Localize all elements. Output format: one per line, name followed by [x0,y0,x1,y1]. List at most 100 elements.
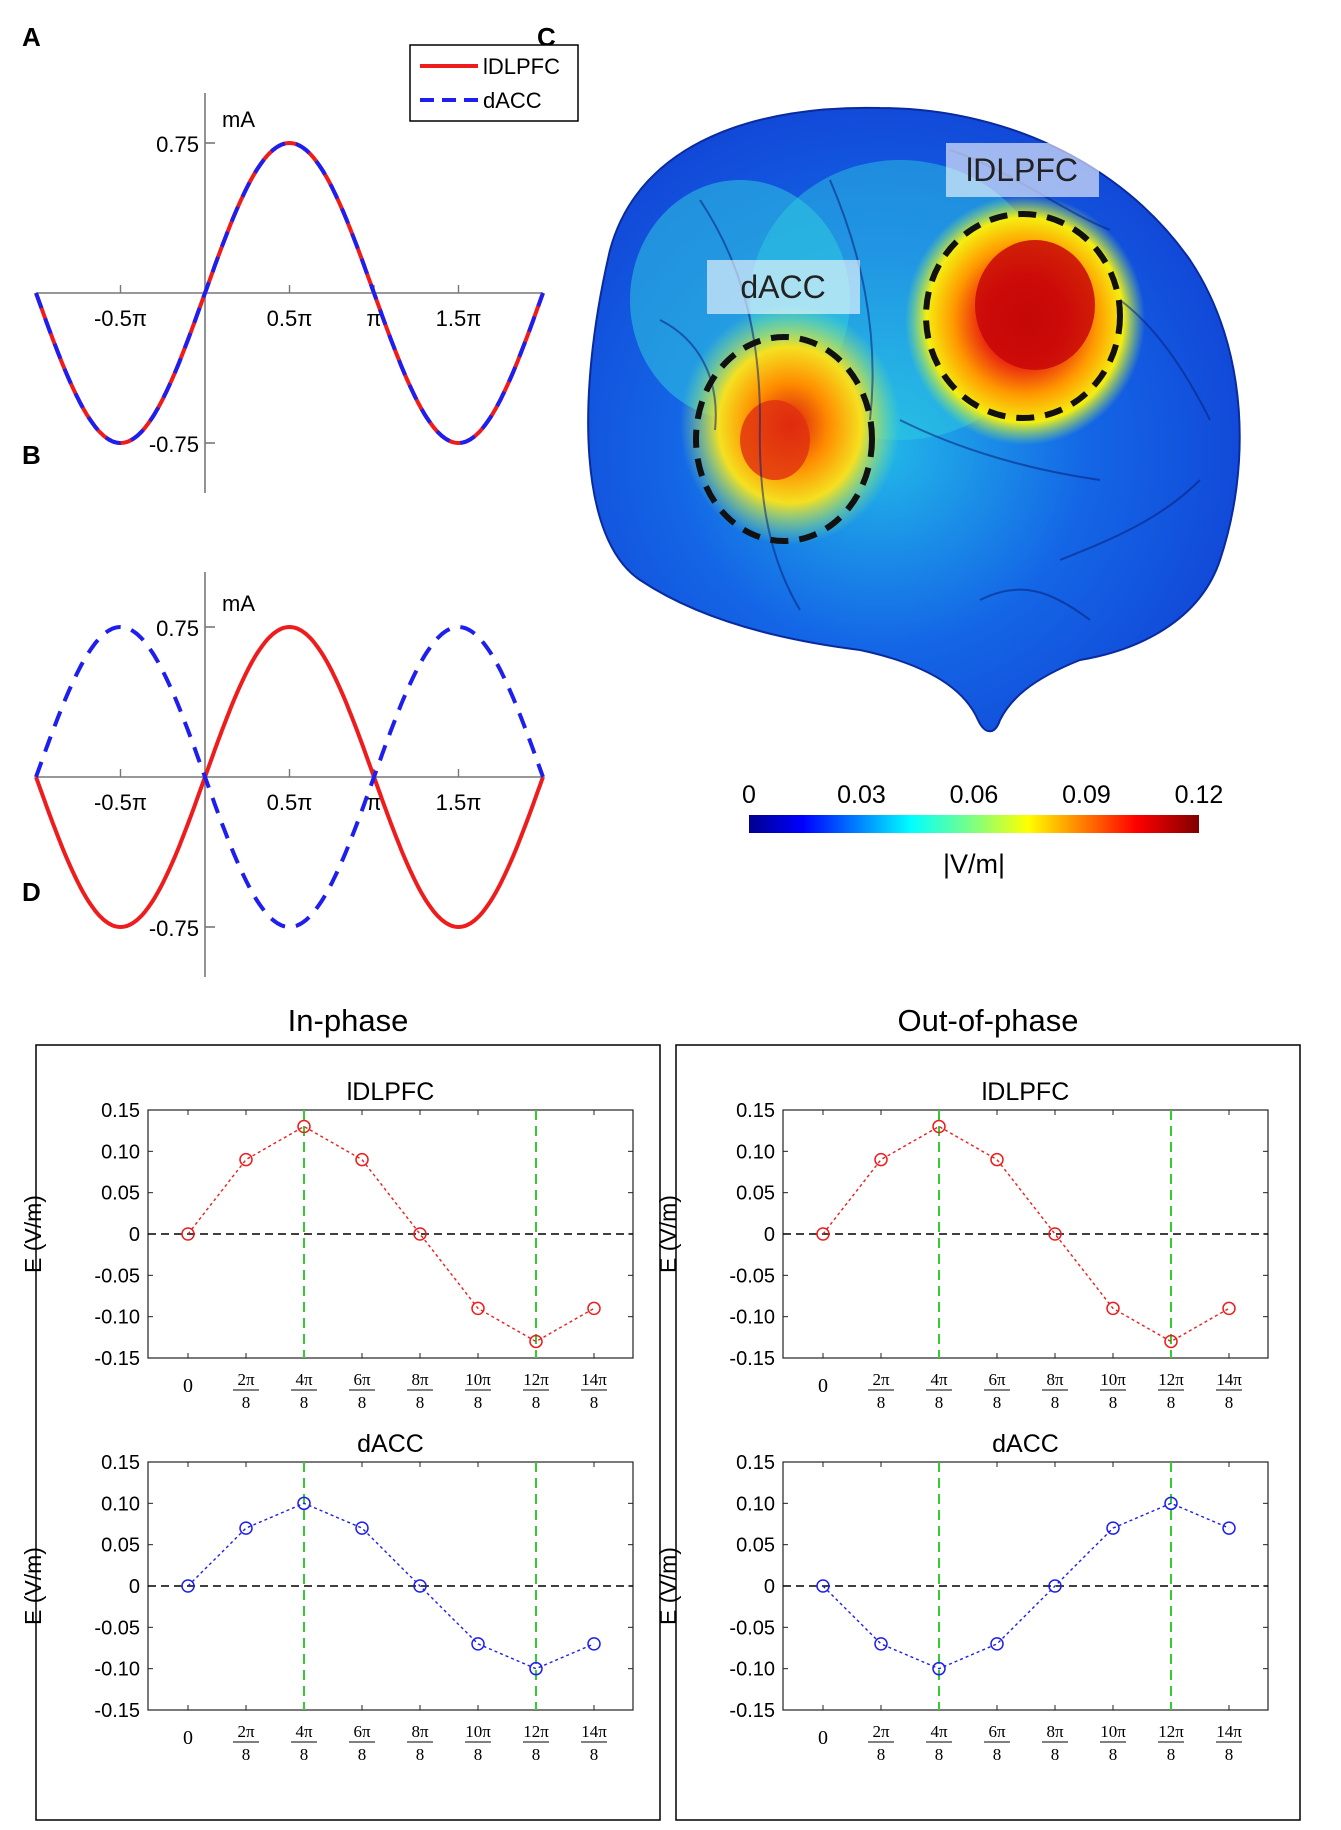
subplot-title: lDLPFC [347,1078,435,1106]
data-point [587,1637,601,1651]
y-tick-label: 0.05 [101,1183,140,1205]
x-tick-numerator: 12π [523,1370,549,1389]
data-point [413,1227,427,1241]
x-tick-label: 1.5π [436,306,482,331]
data-point [587,1301,601,1316]
colorbar-gradient [749,815,1199,833]
x-tick-numerator: 10π [1100,1722,1126,1741]
x-tick-denominator: 8 [1051,1745,1060,1764]
colorbar-label: |V/m| [943,849,1005,879]
x-tick-numerator: 14π [581,1722,607,1741]
data-point [1106,1521,1120,1535]
x-tick-denominator: 8 [358,1745,367,1764]
subplot-in-phase-dACC: dACC 0.15 0.10 0.05 0 -0.05 -0.10 -0.15 E (V/m) 0… [20,1430,634,1764]
x-tick-numerator: 10π [465,1370,491,1389]
y-tick-label: -0.10 [94,1307,140,1329]
data-point [297,1496,311,1511]
x-tick-numerator: 14π [1216,1722,1242,1741]
x-tick-numerator: 2π [872,1370,890,1389]
y-tick-label: 0.10 [736,1493,775,1515]
x-tick-label: 1.5π [436,790,482,815]
y-tick-label: 0.05 [736,1183,775,1205]
y-tick-label: -0.05 [729,1265,775,1287]
series-line-dACC [822,1502,1230,1670]
data-point [990,1637,1004,1651]
colorbar-tick-label: 0.09 [1062,781,1111,809]
series-line-dACC [187,1502,595,1670]
x-tick-denominator: 8 [416,1745,425,1764]
y-axis-unit-label: mA [222,591,255,616]
subplot-out-of-phase-lDLPFC: lDLPFC 0.15 0.10 0.05 0 -0.05 -0.10 -0.15 E (V/m… [655,1078,1269,1412]
data-point [874,1152,888,1167]
x-tick-numerator: 6π [988,1722,1006,1741]
x-tick-denominator: 8 [590,1393,599,1412]
data-point [1222,1521,1236,1535]
y-tick-label: -0.05 [94,1617,140,1639]
x-tick-numerator: 8π [1046,1722,1064,1741]
data-point [471,1637,485,1651]
x-tick-denominator: 8 [1225,1393,1234,1412]
brain-efield-map: lDLPFC dACC [587,106,1241,733]
y-tick-label: 0 [129,1224,140,1246]
subplot-title: lDLPFC [982,1078,1070,1106]
x-tick-label: 0 [183,1375,193,1397]
x-tick-label: -0.5π [94,790,147,815]
x-tick-denominator: 8 [300,1745,309,1764]
colorbar-tick-label: 0.06 [950,781,999,809]
x-tick-numerator: 2π [872,1722,890,1741]
data-point [355,1521,369,1535]
x-tick-numerator: 6π [353,1722,371,1741]
series-line-lDLPFC [34,624,545,930]
dACC-brain-label: dACC [740,269,825,305]
y-tick-label: 0.15 [736,1452,775,1474]
subplot-title: dACC [357,1430,424,1458]
x-tick-denominator: 8 [532,1393,541,1412]
data-point [1106,1301,1120,1316]
colorbar-tick-label: 0.03 [837,781,886,809]
x-tick-label: 0 [818,1727,828,1749]
data-point [529,1334,543,1349]
lDLPFC-brain-label: lDLPFC [966,152,1078,188]
x-tick-numerator: 10π [1100,1370,1126,1389]
y-tick-label: -0.10 [729,1307,775,1329]
lDLPFC-label-box [946,143,1099,197]
x-tick-label: π [366,306,381,331]
colorbar-tick-label: 0 [742,781,756,809]
series-line-dACC [34,624,545,930]
y-tick-label: -0.15 [94,1700,140,1722]
data-point [1164,1334,1178,1349]
x-tick-denominator: 8 [242,1745,251,1764]
subplot-in-phase-lDLPFC: lDLPFC 0.15 0.10 0.05 0 -0.05 -0.10 -0.15 E (V/m… [20,1078,634,1412]
x-tick-denominator: 8 [1109,1745,1118,1764]
data-point [990,1152,1004,1167]
x-tick-numerator: 4π [295,1370,313,1389]
x-tick-denominator: 8 [935,1745,944,1764]
y-tick-label: -0.05 [94,1265,140,1287]
y-tick-label: 0 [129,1576,140,1598]
x-tick-label: 0 [183,1727,193,1749]
x-tick-label: -0.5π [94,306,147,331]
y-tick-label: 0.05 [101,1535,140,1557]
x-tick-denominator: 8 [300,1393,309,1412]
data-point [1164,1496,1178,1511]
x-tick-denominator: 8 [1167,1393,1176,1412]
y-tick-label: -0.15 [729,1348,775,1370]
series-line-dACC [34,140,545,446]
data-point [529,1661,543,1676]
x-tick-numerator: 12π [523,1722,549,1741]
x-tick-label: 0 [818,1375,828,1397]
y-axis-label: E (V/m) [20,1195,46,1273]
x-tick-label: 0.5π [267,790,313,815]
x-tick-numerator: 12π [1158,1722,1184,1741]
y-tick-label: 0.15 [101,1452,140,1474]
panel-label-d: D [22,877,41,907]
y-tick-label: 0.75 [156,132,199,157]
x-tick-denominator: 8 [993,1745,1002,1764]
group-frame [35,1044,661,1821]
data-point [181,1579,195,1593]
y-axis-unit-label: mA [222,107,255,132]
x-tick-numerator: 6π [353,1370,371,1389]
panel-a-chart: 0.75 -0.75 mA -0.5π 0.5π π 1.5π lDLPFC dACC [34,44,579,493]
x-tick-numerator: 8π [1046,1370,1064,1389]
x-tick-denominator: 8 [590,1745,599,1764]
